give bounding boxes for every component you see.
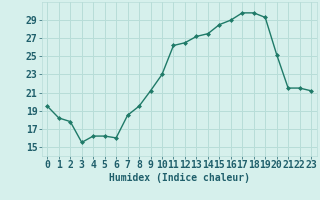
X-axis label: Humidex (Indice chaleur): Humidex (Indice chaleur) (109, 173, 250, 183)
